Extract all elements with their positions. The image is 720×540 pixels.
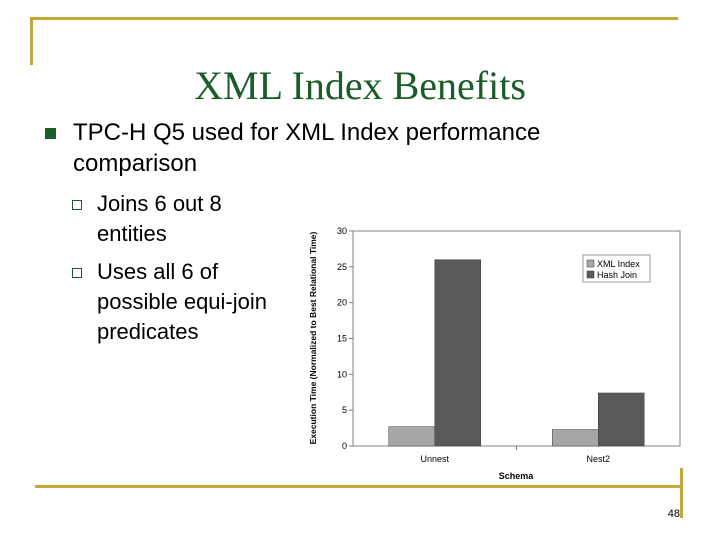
sub-bullet-2-line1: Uses all 6 of [97, 259, 219, 284]
sub-bullet-1-line2: entities [97, 221, 167, 246]
y-tick-label: 0 [342, 441, 347, 451]
bullet-text-line1: TPC-H Q5 used for XML Index performance [73, 119, 541, 146]
decor-line-left [30, 17, 33, 65]
legend-swatch [586, 270, 595, 279]
sub-bullet-icon [72, 268, 82, 278]
decor-line-right [680, 468, 683, 518]
slide-title: XML Index Benefits [194, 63, 526, 108]
y-tick-label: 5 [342, 405, 347, 415]
y-axis-label: Execution Time (Normalized to Best Relat… [308, 231, 318, 444]
y-tick-label: 20 [337, 298, 347, 308]
sub-bullet-1-line1: Joins 6 out 8 [97, 191, 222, 216]
legend-label: XML Index [597, 259, 640, 269]
bar-hash-join-nest2 [598, 392, 645, 447]
bullet-square-icon [45, 128, 56, 139]
x-axis-label: Schema [499, 471, 535, 481]
x-tick-label: Nest2 [586, 454, 610, 464]
y-tick-label: 15 [337, 334, 347, 344]
y-tick-label: 25 [337, 262, 347, 272]
x-tick-label: Unnest [420, 454, 449, 464]
y-tick-label: 10 [337, 369, 347, 379]
sub-bullet-icon [72, 200, 82, 210]
sub-bullet-2-line3: predicates [97, 319, 199, 344]
sub-bullet-2-line2: possible equi-join [97, 289, 267, 314]
bar-xml-index-unnest [388, 426, 435, 447]
legend-swatch [586, 259, 595, 268]
y-tick-label: 30 [337, 226, 347, 236]
decor-line-bottom [35, 485, 683, 488]
page-number: 48 [667, 508, 680, 520]
bullet-text-line2: comparison [73, 150, 198, 177]
bar-xml-index-nest2 [552, 429, 599, 447]
bar-hash-join-unnest [434, 259, 481, 447]
legend-label: Hash Join [597, 270, 637, 280]
decor-line-top [30, 17, 678, 20]
